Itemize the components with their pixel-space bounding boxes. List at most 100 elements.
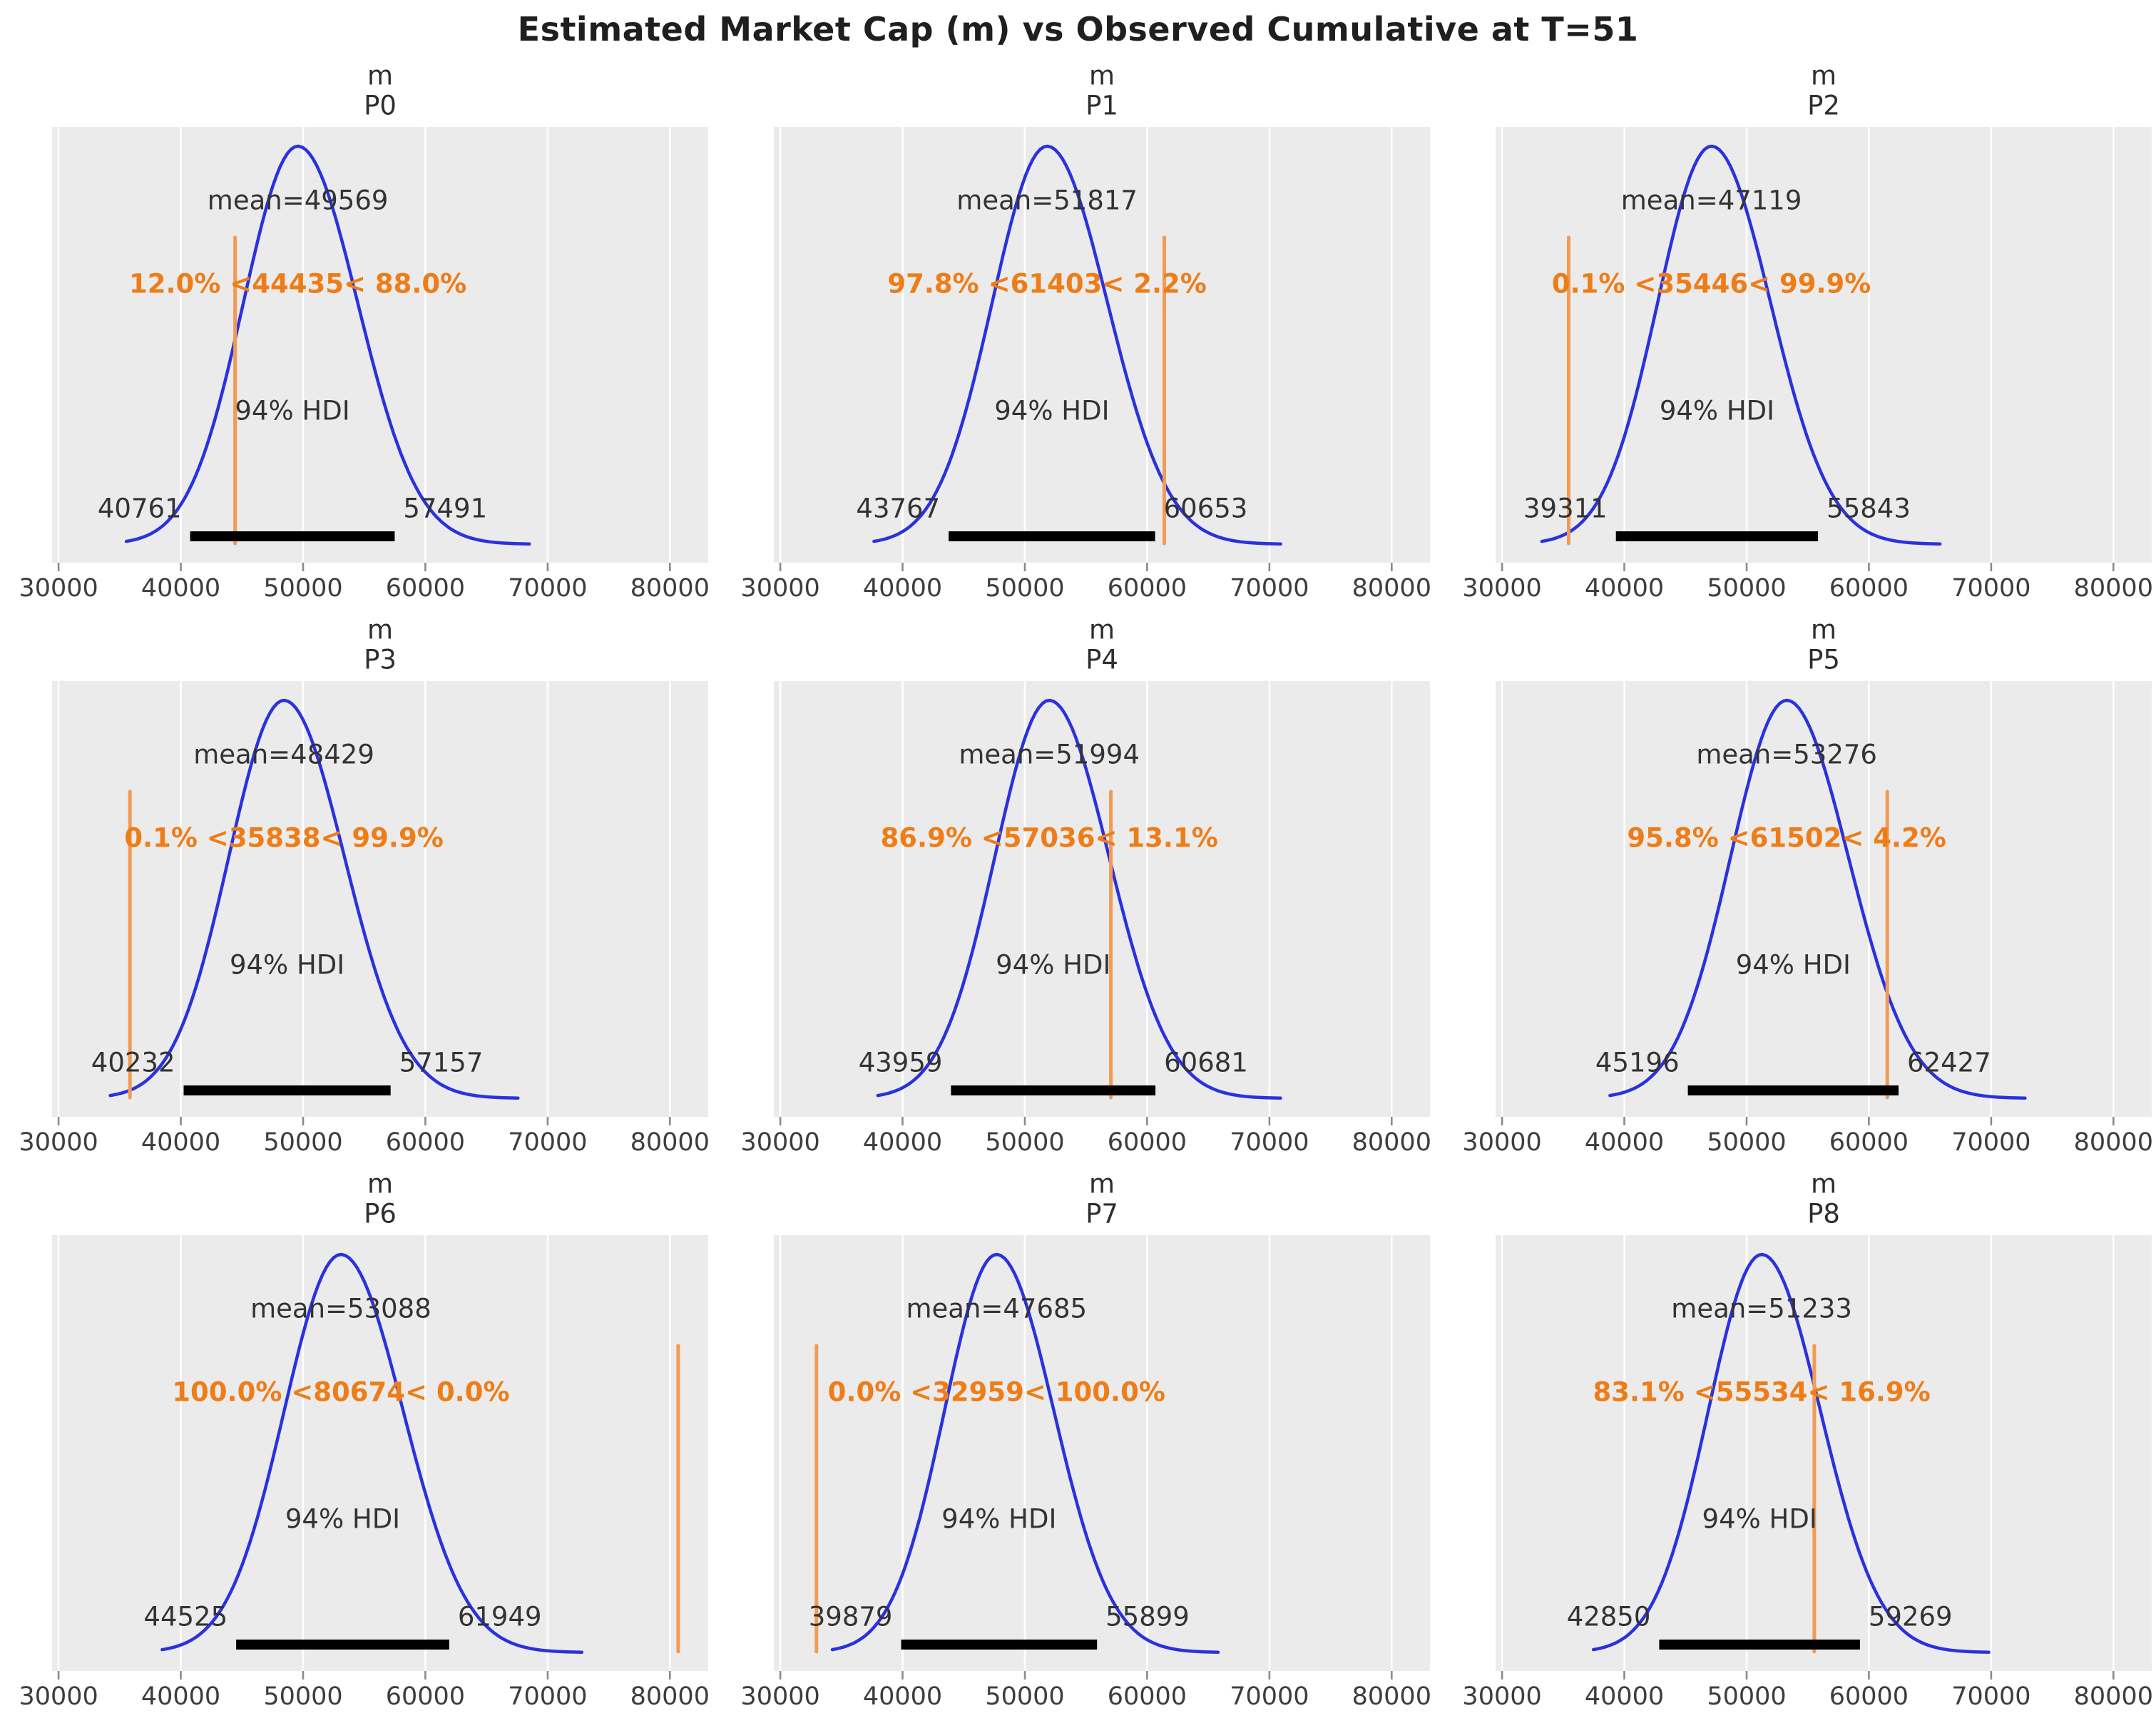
hdi-lower-bound: 43767 (856, 493, 941, 524)
axes-area: mean=51994 86.9% <57036< 13.1% 94% HDI 4… (740, 681, 1431, 1157)
x-tick-label: 50000 (263, 1128, 343, 1157)
kde-curve-plot (1496, 681, 2152, 1125)
ref-value-annotation: 12.0% <44435< 88.0% (128, 268, 467, 300)
mean-annotation: mean=48429 (193, 739, 374, 770)
x-tick-label: 70000 (1230, 1128, 1309, 1157)
x-axis-ticks: 30000 40000 50000 60000 70000 80000 (740, 563, 1431, 613)
mean-annotation: mean=51994 (959, 739, 1140, 770)
hdi-label: 94% HDI (229, 949, 345, 981)
x-axis-ticks: 30000 40000 50000 60000 70000 80000 (19, 1117, 710, 1167)
x-tick-label: 60000 (1829, 1682, 1909, 1711)
mean-annotation: mean=49569 (207, 185, 389, 216)
panel-p8: m P8 mean=51233 83.1% <55534< 16.9% 94% … (1462, 1142, 2153, 1713)
kde-curve-plot (52, 681, 708, 1125)
hdi-lower-bound: 40761 (97, 493, 182, 524)
axes-area: mean=49569 12.0% <44435< 88.0% 94% HDI 4… (19, 127, 710, 603)
panel-coord-title: P0 (364, 90, 397, 121)
x-axis-ticks: 30000 40000 50000 60000 70000 80000 (19, 563, 710, 613)
hdi-label: 94% HDI (996, 949, 1111, 981)
hdi-lower-bound: 45196 (1595, 1047, 1680, 1078)
panel-p1: m P1 mean=51817 97.8% <61403< 2.2% 94% H… (740, 34, 1431, 605)
kde-curve-plot (52, 1235, 708, 1680)
x-axis-ticks: 30000 40000 50000 60000 70000 80000 (19, 1671, 710, 1721)
x-tick-label: 50000 (985, 1128, 1065, 1157)
panel-var-title: m (367, 614, 394, 645)
x-tick-label: 40000 (862, 1128, 943, 1157)
ref-value-annotation: 97.8% <61403< 2.2% (887, 268, 1207, 300)
panel-coord-title: P4 (1085, 644, 1118, 675)
panel-var-title: m (1810, 614, 1837, 645)
x-axis-ticks: 30000 40000 50000 60000 70000 80000 (740, 1117, 1431, 1167)
hdi-upper-bound: 55843 (1827, 493, 1911, 524)
x-tick-label: 30000 (740, 1682, 820, 1711)
kde-curve-plot (774, 681, 1430, 1125)
x-tick-label: 70000 (508, 1682, 588, 1711)
axes-area: mean=48429 0.1% <35838< 99.9% 94% HDI 40… (19, 681, 710, 1157)
x-axis-ticks: 30000 40000 50000 60000 70000 80000 (1462, 1671, 2153, 1721)
hdi-upper-bound: 59269 (1868, 1601, 1953, 1632)
x-tick-label: 60000 (385, 1128, 466, 1157)
panel-var-title: m (1810, 60, 1837, 91)
panel-p2: m P2 mean=47119 0.1% <35446< 99.9% 94% H… (1462, 34, 2153, 605)
panel-p4: m P4 mean=51994 86.9% <57036< 13.1% 94% … (740, 588, 1431, 1159)
x-tick-label: 50000 (985, 1682, 1065, 1711)
panel-var-title: m (1088, 614, 1115, 645)
panel-coord-title: P7 (1085, 1198, 1118, 1229)
panel-coord-title: P5 (1807, 644, 1840, 675)
panel-coord-title: P1 (1085, 90, 1118, 121)
panel-p5: m P5 mean=53276 95.8% <61502< 4.2% 94% H… (1462, 588, 2153, 1159)
x-tick-label: 40000 (141, 1128, 221, 1157)
hdi-label: 94% HDI (1702, 1503, 1817, 1535)
x-tick-label: 80000 (2073, 574, 2153, 603)
x-tick-label: 30000 (19, 574, 98, 603)
x-tick-label: 30000 (740, 1128, 820, 1157)
x-tick-label: 60000 (1107, 1682, 1187, 1711)
panel-coord-title: P6 (364, 1198, 397, 1229)
ref-value-annotation: 100.0% <80674< 0.0% (172, 1376, 510, 1408)
mean-annotation: mean=47119 (1620, 185, 1802, 216)
hdi-lower-bound: 40232 (91, 1047, 175, 1078)
hdi-lower-bound: 42850 (1566, 1601, 1651, 1632)
hdi-lower-bound: 39879 (808, 1601, 893, 1632)
x-tick-label: 40000 (1584, 574, 1665, 603)
x-tick-label: 60000 (1107, 1128, 1187, 1157)
kde-curve-plot (774, 127, 1430, 571)
ref-value-annotation: 0.1% <35838< 99.9% (124, 822, 444, 854)
hdi-upper-bound: 57491 (403, 493, 488, 524)
panel-coord-title: P8 (1807, 1198, 1840, 1229)
kde-curve-plot (52, 127, 708, 571)
mean-annotation: mean=53276 (1696, 739, 1877, 770)
x-tick-label: 80000 (1352, 1682, 1431, 1711)
panel-var-title: m (1810, 1168, 1837, 1200)
panel-var-title: m (1088, 60, 1115, 91)
x-tick-label: 60000 (1829, 1128, 1909, 1157)
x-tick-label: 50000 (985, 574, 1065, 603)
panel-p6: m P6 mean=53088 100.0% <80674< 0.0% 94% … (19, 1142, 710, 1713)
x-tick-label: 30000 (1462, 574, 1542, 603)
hdi-upper-bound: 62427 (1907, 1047, 1991, 1078)
mean-annotation: mean=53088 (250, 1293, 431, 1324)
x-tick-label: 70000 (508, 1128, 588, 1157)
x-tick-label: 40000 (141, 1682, 221, 1711)
x-tick-label: 70000 (1230, 574, 1309, 603)
x-tick-label: 80000 (630, 1128, 710, 1157)
panel-coord-title: P2 (1807, 90, 1840, 121)
panel-var-title: m (367, 1168, 394, 1200)
x-axis-ticks: 30000 40000 50000 60000 70000 80000 (1462, 563, 2153, 613)
x-tick-label: 30000 (1462, 1682, 1542, 1711)
x-tick-label: 30000 (19, 1682, 98, 1711)
kde-curve-plot (1496, 1235, 2152, 1680)
x-tick-label: 40000 (862, 1682, 943, 1711)
hdi-lower-bound: 44525 (143, 1601, 228, 1632)
hdi-lower-bound: 39311 (1523, 493, 1608, 524)
x-tick-label: 80000 (630, 574, 710, 603)
panel-coord-title: P3 (364, 644, 397, 675)
x-tick-label: 40000 (1584, 1128, 1665, 1157)
hdi-upper-bound: 60681 (1164, 1047, 1248, 1078)
x-tick-label: 40000 (141, 574, 221, 603)
panel-p0: m P0 mean=49569 12.0% <44435< 88.0% 94% … (19, 34, 710, 605)
x-tick-label: 70000 (1230, 1682, 1309, 1711)
x-tick-label: 80000 (2073, 1128, 2153, 1157)
hdi-upper-bound: 57157 (399, 1047, 484, 1078)
